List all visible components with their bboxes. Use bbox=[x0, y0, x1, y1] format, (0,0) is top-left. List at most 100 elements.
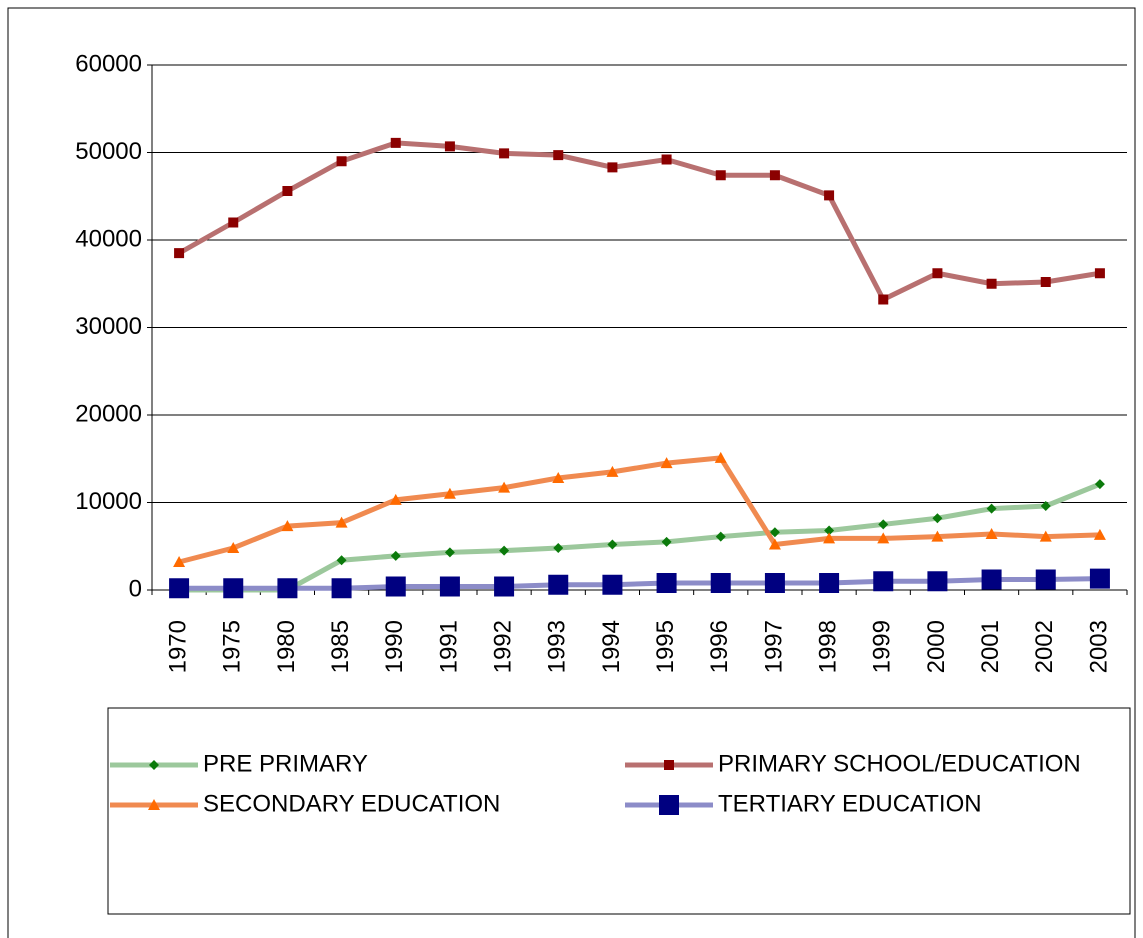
marker bbox=[282, 186, 293, 196]
marker bbox=[1040, 501, 1051, 511]
marker bbox=[1094, 268, 1105, 279]
x-tick-label: 2003 bbox=[1085, 620, 1112, 673]
marker bbox=[1035, 569, 1056, 590]
y-tick-label: 60000 bbox=[75, 50, 142, 77]
marker bbox=[148, 799, 160, 810]
marker bbox=[664, 760, 674, 770]
x-tick-label: 1992 bbox=[489, 620, 516, 673]
marker bbox=[931, 530, 944, 542]
marker bbox=[548, 574, 569, 595]
x-tick-label: 1985 bbox=[327, 620, 354, 673]
marker bbox=[607, 539, 618, 550]
marker bbox=[443, 487, 456, 499]
y-tick-label: 50000 bbox=[75, 138, 142, 165]
marker bbox=[223, 578, 244, 599]
marker bbox=[878, 294, 889, 305]
x-tick-label: 1993 bbox=[544, 620, 571, 673]
marker bbox=[769, 527, 780, 538]
marker bbox=[927, 571, 948, 592]
marker bbox=[444, 547, 455, 558]
marker bbox=[498, 481, 511, 493]
marker bbox=[228, 217, 239, 228]
marker bbox=[819, 573, 840, 593]
marker bbox=[824, 190, 835, 201]
marker bbox=[390, 550, 401, 561]
marker bbox=[602, 574, 623, 595]
x-tick-label: 1970 bbox=[164, 620, 191, 673]
marker bbox=[552, 472, 565, 483]
x-tick-label: 1996 bbox=[706, 620, 733, 673]
marker bbox=[1093, 528, 1106, 540]
x-tick-label: 2001 bbox=[977, 620, 1004, 673]
x-tick-label: 1995 bbox=[652, 620, 679, 673]
marker bbox=[169, 578, 190, 599]
marker bbox=[553, 150, 564, 161]
legend-label: SECONDARY EDUCATION bbox=[203, 790, 500, 817]
marker bbox=[659, 795, 679, 815]
marker bbox=[873, 571, 894, 592]
legend-label: PRIMARY SCHOOL/EDUCATION bbox=[718, 750, 1081, 777]
series-line bbox=[179, 481, 1101, 593]
marker bbox=[390, 137, 401, 148]
marker bbox=[661, 154, 672, 165]
marker bbox=[227, 542, 240, 553]
marker bbox=[1040, 277, 1051, 287]
marker bbox=[932, 513, 943, 524]
marker bbox=[1039, 530, 1052, 542]
marker bbox=[281, 520, 294, 532]
x-tick-label: 2000 bbox=[923, 620, 950, 673]
x-tick-label: 1994 bbox=[598, 620, 625, 673]
marker bbox=[553, 543, 564, 553]
marker bbox=[174, 248, 185, 259]
marker bbox=[661, 536, 672, 547]
marker bbox=[335, 516, 348, 528]
marker bbox=[1094, 479, 1105, 490]
series-line bbox=[178, 455, 1100, 565]
y-tick-label: 10000 bbox=[75, 488, 142, 515]
marker bbox=[494, 576, 515, 597]
x-tick-label: 1997 bbox=[760, 620, 787, 673]
x-tick-label: 2002 bbox=[1031, 620, 1058, 673]
marker bbox=[824, 525, 835, 536]
y-tick-label: 20000 bbox=[75, 400, 142, 427]
marker bbox=[385, 576, 406, 597]
marker bbox=[985, 528, 998, 539]
marker bbox=[336, 555, 347, 566]
y-tick-label: 30000 bbox=[75, 313, 142, 340]
marker bbox=[986, 503, 997, 514]
marker bbox=[149, 760, 159, 770]
marker bbox=[439, 576, 460, 597]
marker bbox=[823, 532, 836, 544]
marker bbox=[877, 532, 890, 544]
marker bbox=[656, 573, 677, 593]
marker bbox=[389, 493, 402, 505]
marker bbox=[660, 457, 673, 469]
marker bbox=[981, 569, 1002, 590]
marker bbox=[606, 465, 619, 477]
marker bbox=[768, 538, 781, 550]
marker bbox=[769, 170, 780, 181]
marker bbox=[331, 578, 352, 599]
x-tick-label: 1975 bbox=[219, 620, 246, 673]
x-tick-label: 1990 bbox=[381, 620, 408, 673]
marker bbox=[710, 573, 731, 593]
marker bbox=[444, 141, 455, 152]
marker bbox=[607, 162, 618, 173]
marker bbox=[878, 519, 889, 530]
marker bbox=[986, 278, 997, 289]
marker bbox=[1089, 568, 1110, 589]
legend-label: TERTIARY EDUCATION bbox=[718, 790, 982, 817]
x-tick-label: 1991 bbox=[435, 620, 462, 673]
x-tick-label: 1999 bbox=[869, 620, 896, 673]
x-tick-label: 1998 bbox=[814, 620, 841, 673]
marker bbox=[336, 156, 347, 167]
marker bbox=[715, 170, 726, 181]
marker bbox=[499, 545, 510, 556]
marker bbox=[499, 148, 510, 159]
legend-label: PRE PRIMARY bbox=[203, 750, 368, 777]
marker bbox=[173, 556, 186, 567]
y-tick-label: 40000 bbox=[75, 225, 142, 252]
legend-box bbox=[107, 707, 1131, 915]
marker bbox=[764, 573, 785, 593]
